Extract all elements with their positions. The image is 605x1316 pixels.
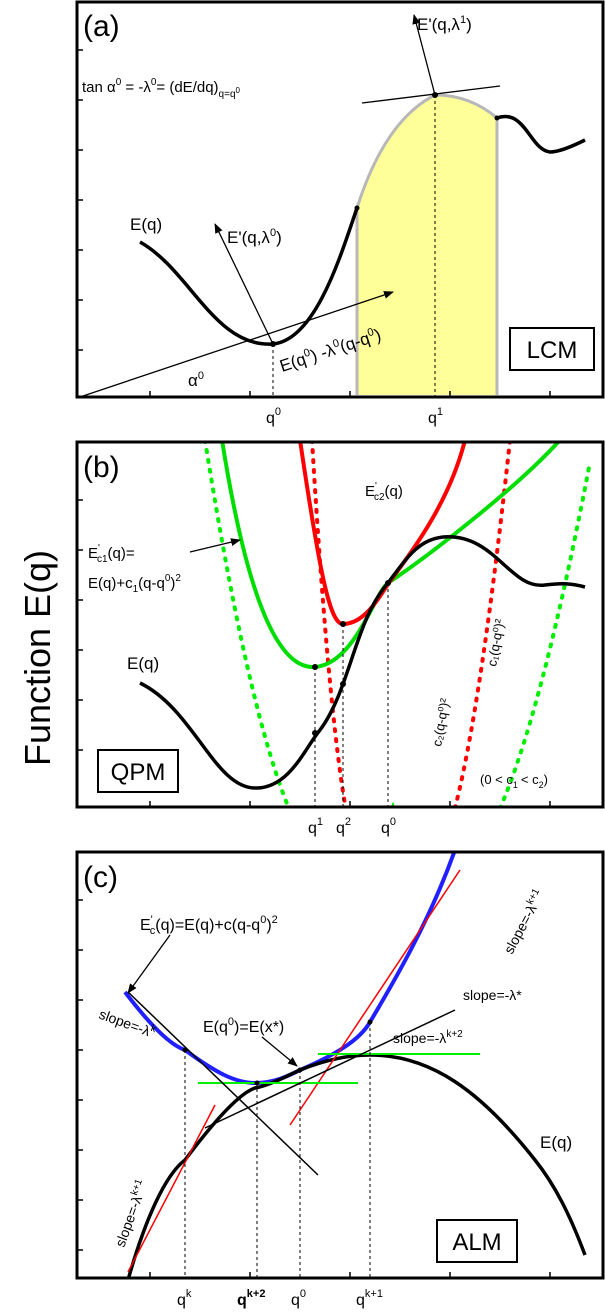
tangent-slope-k [127, 991, 319, 1176]
lcm-method-label: LCM [527, 337, 578, 364]
c2-term-label: c₂(q-q⁰)² [429, 696, 452, 747]
x-label-q2-b: q2 [336, 816, 351, 837]
point-q0-c [297, 1067, 303, 1073]
ec1-curve [220, 442, 561, 670]
energy-curve-a-right [496, 114, 586, 154]
point-q1-curve-b [312, 730, 318, 736]
alm-box [436, 1219, 518, 1263]
x-label-qk1-c: qk+1 [356, 1288, 383, 1309]
tangent-line-q0 [79, 291, 394, 398]
constraint-label: (0 < c1 < c2) [480, 772, 548, 790]
c1-parabola-dotted [203, 442, 592, 807]
point-edge2-a [494, 115, 500, 121]
ec1-label-line2: E(q)+c1(q-q0)2 [88, 573, 181, 595]
point-q2-b [340, 621, 346, 627]
panel-b-tag: (b) [83, 451, 120, 484]
x-label-qk-c: qk [177, 1288, 192, 1309]
eq0-pointer-arrow [261, 1036, 298, 1067]
curve-label-b: E(q) [127, 654, 159, 673]
curve-label-c: E(q) [540, 1133, 572, 1152]
point-qk2-c [254, 1080, 260, 1086]
panel-b-ticks [77, 499, 551, 807]
ec1-pointer-arrow [189, 538, 241, 553]
ec-formula-label: E' c(q)=E(q)+c(q-q0)2 [140, 914, 278, 937]
x-label-qk2-c: qk+2 [237, 1288, 265, 1309]
panel-c-ticks [77, 899, 551, 1278]
panel-c: (c) E' c(q)=E(q)+c(q-q0)2 E(q0)=E(x*) slo… [75, 850, 605, 1309]
eq0-label: E(q0)=E(x*) [203, 1016, 284, 1036]
tangent-line-q1 [361, 85, 501, 104]
normal-arrow-lambda1 [412, 14, 436, 96]
panel-c-frame [75, 850, 605, 1280]
x-label-q0-c: q0 [291, 1288, 306, 1309]
point-q1-b [312, 664, 318, 670]
panel-a-ticks [77, 49, 551, 397]
eprime-lambda0-label: E'(q,λ0) [227, 227, 282, 247]
alpha0-label: α0 [188, 370, 204, 390]
panel-b: (b) E' c1(q)= E(q)+c1(q-q0)2 E' c2(q) E(q)… [75, 440, 605, 837]
c1-term-label: c₁(q-q⁰)² [484, 617, 507, 667]
slope-k1-top-label: slope=-λk+1 [500, 886, 548, 956]
point-qk1-c [367, 1019, 373, 1025]
ec2-curve [298, 442, 467, 627]
ec1-label-line1: E' c1(q)= [88, 543, 135, 565]
tangent-slope-star [204, 1009, 456, 1129]
panel-c-tag: (c) [83, 861, 118, 894]
qpm-method-label: QPM [111, 759, 166, 786]
point-q2-curve-b [340, 681, 346, 687]
tangent-slope-k1-bottom [127, 1104, 216, 1273]
tangent-slope-k1-top [289, 869, 461, 1126]
x-label-q0-b: q0 [381, 816, 396, 837]
lcm-gray-outline [355, 93, 499, 395]
qpm-box [97, 749, 179, 793]
lcm-formula: tan α0 = -λ0= (dE/dq)q=q0 [82, 77, 241, 100]
curve-label-a: E(q) [130, 215, 162, 234]
y-axis-label: Function E(q) [17, 550, 58, 766]
x-label-q1-b: q1 [308, 816, 323, 837]
point-q0-b [385, 580, 391, 586]
ec-pointer-arrow [127, 934, 171, 994]
panel-a-tag: (a) [83, 10, 120, 43]
lcm-shaded-region [357, 95, 497, 395]
c2-parabola-dotted [310, 442, 512, 807]
slope-k2-label: slope=-λk+2 [393, 1029, 463, 1046]
ec2-label: E' c2(q) [365, 481, 403, 503]
lcm-box [509, 327, 595, 371]
alm-method-label: ALM [452, 1229, 501, 1256]
normal-arrow-lambda0 [214, 223, 274, 345]
panel-b-frame [75, 440, 605, 809]
eprime-lambda1-label: E'(q,λ1) [417, 14, 472, 34]
ec-augmented-curve [123, 852, 457, 1086]
slope-star-label: slope=-λ* [463, 987, 522, 1003]
energy-curve-b [139, 535, 586, 790]
x-label-q1-a: q1 [428, 406, 443, 427]
slope-k-label: slope=-λk [97, 1005, 159, 1041]
x-label-q0-a: q0 [266, 406, 281, 427]
point-edge-a [354, 205, 360, 211]
panel-a: (a) tan α0 = -λ0= (dE/dq)q=q0 E(q) E'(q,… [75, 0, 605, 427]
point-qk-c [182, 1047, 188, 1053]
